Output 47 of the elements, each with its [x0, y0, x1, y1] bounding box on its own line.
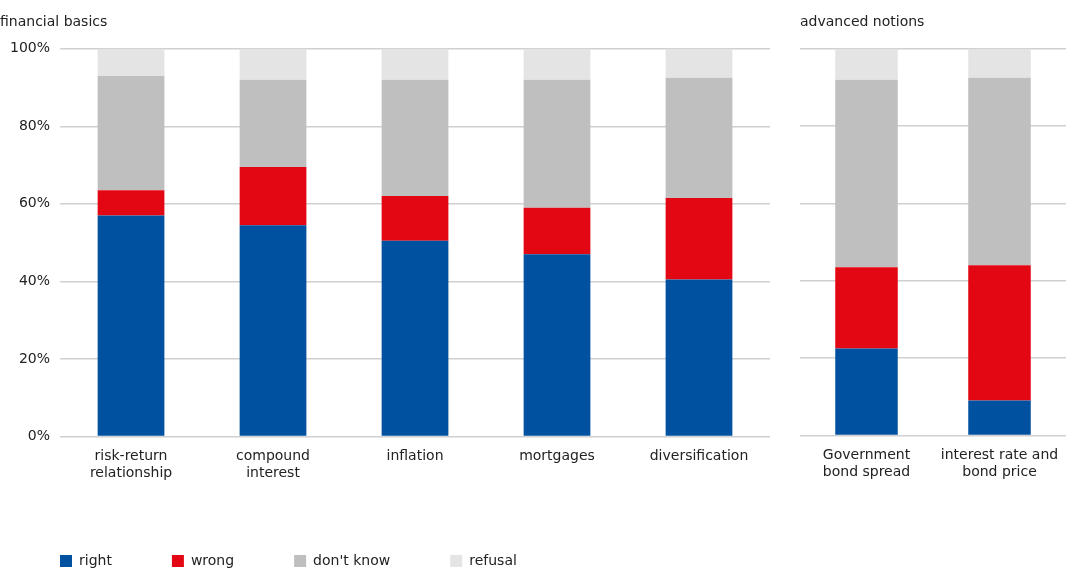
- y-tick-label: 0%: [27, 427, 51, 444]
- bar: [968, 48, 1031, 78]
- bar: [523, 207, 591, 255]
- x-tick-label: interest rate and bond price: [940, 446, 1059, 480]
- x-tick-label: risk-return relationship: [89, 447, 173, 481]
- bar: [97, 75, 165, 191]
- chart-title: financial basics: [0, 13, 108, 30]
- legend-label: refusal: [469, 551, 517, 568]
- y-tick-label: 20%: [18, 349, 51, 366]
- bar: [968, 265, 1031, 401]
- legend-label: wrong: [190, 551, 235, 568]
- y-tick-label: 40%: [18, 272, 51, 288]
- bar: [968, 400, 1031, 435]
- bar: [97, 190, 165, 216]
- bar: [97, 48, 165, 76]
- y-tick-label: 80%: [18, 116, 51, 133]
- x-tick-label: compound interest: [236, 447, 311, 481]
- x-tick-label: inflation: [386, 447, 444, 464]
- bar: [381, 79, 449, 197]
- x-tick-label: mortgages: [519, 447, 595, 464]
- bar: [523, 254, 591, 436]
- bar: [239, 167, 307, 226]
- bar: [523, 48, 591, 80]
- bar: [381, 240, 449, 436]
- bar: [665, 279, 733, 436]
- bar: [835, 79, 898, 268]
- bar: [968, 77, 1031, 266]
- y-tick-label: 100%: [9, 39, 51, 56]
- bar: [835, 48, 898, 80]
- y-tick-label: 60%: [18, 194, 51, 211]
- bar: [665, 77, 733, 199]
- legend-label: don't know: [313, 551, 391, 568]
- legend-label: right: [79, 551, 113, 568]
- bar: [381, 48, 449, 80]
- bar: [835, 348, 898, 435]
- x-tick-label: diversification: [649, 447, 749, 464]
- bar: [665, 48, 733, 78]
- bar: [239, 48, 307, 80]
- bar: [239, 225, 307, 436]
- bar: [97, 215, 165, 436]
- bar: [835, 267, 898, 349]
- chart-title: advanced notions: [800, 13, 925, 30]
- bar: [239, 79, 307, 168]
- bar: [665, 198, 733, 280]
- x-tick-label: Government bond spread: [822, 446, 911, 480]
- bar: [381, 196, 449, 241]
- bar: [523, 79, 591, 208]
